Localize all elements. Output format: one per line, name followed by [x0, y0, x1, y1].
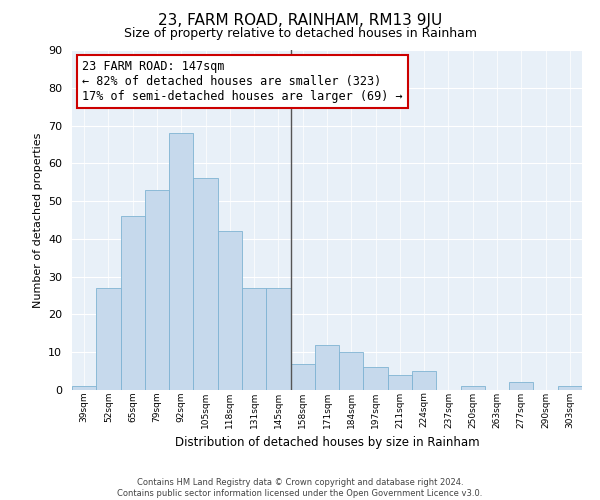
Text: Size of property relative to detached houses in Rainham: Size of property relative to detached ho…: [124, 28, 476, 40]
X-axis label: Distribution of detached houses by size in Rainham: Distribution of detached houses by size …: [175, 436, 479, 449]
Bar: [218, 232, 242, 390]
Bar: [72, 386, 96, 390]
Text: 23, FARM ROAD, RAINHAM, RM13 9JU: 23, FARM ROAD, RAINHAM, RM13 9JU: [158, 12, 442, 28]
Text: 23 FARM ROAD: 147sqm
← 82% of detached houses are smaller (323)
17% of semi-deta: 23 FARM ROAD: 147sqm ← 82% of detached h…: [82, 60, 403, 103]
Bar: [558, 386, 582, 390]
Bar: [509, 382, 533, 390]
Bar: [266, 288, 290, 390]
Y-axis label: Number of detached properties: Number of detached properties: [32, 132, 43, 308]
Bar: [388, 375, 412, 390]
Bar: [339, 352, 364, 390]
Bar: [290, 364, 315, 390]
Bar: [145, 190, 169, 390]
Bar: [121, 216, 145, 390]
Text: Contains HM Land Registry data © Crown copyright and database right 2024.
Contai: Contains HM Land Registry data © Crown c…: [118, 478, 482, 498]
Bar: [169, 133, 193, 390]
Bar: [461, 386, 485, 390]
Bar: [96, 288, 121, 390]
Bar: [412, 371, 436, 390]
Bar: [364, 368, 388, 390]
Bar: [242, 288, 266, 390]
Bar: [193, 178, 218, 390]
Bar: [315, 344, 339, 390]
